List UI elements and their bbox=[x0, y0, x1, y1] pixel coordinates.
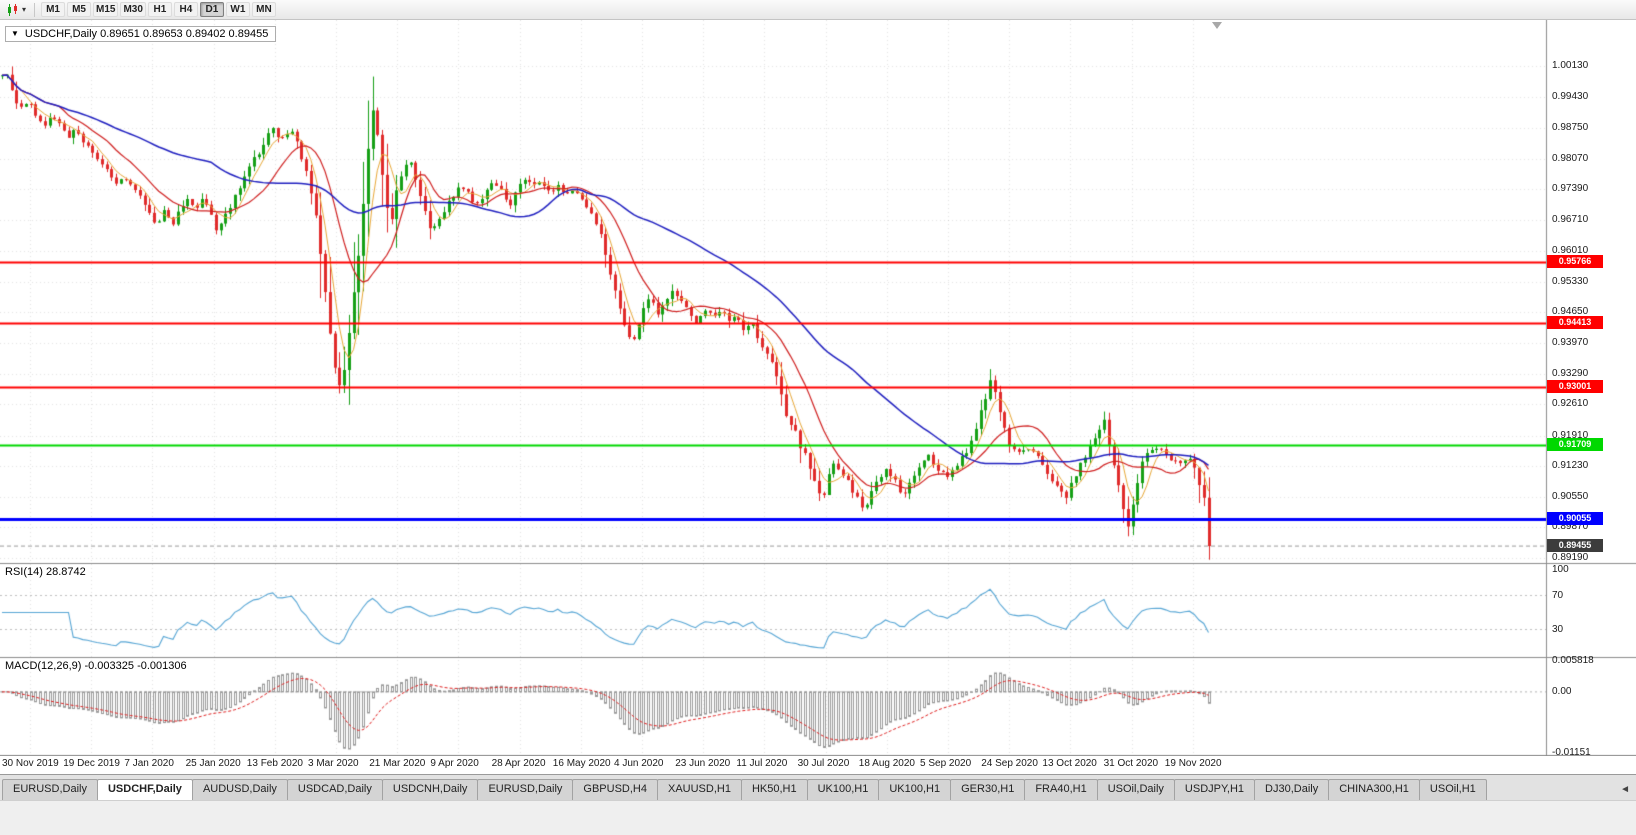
x-axis-dates: 30 Nov 2019 19 Dec 2019 7 Jan 2020 25 Jan 2… bbox=[0, 756, 1636, 774]
candlestick-chart-icon bbox=[8, 3, 17, 16]
timeframe-button-w1[interactable]: W1 bbox=[225, 2, 250, 17]
chart-tab-audusd-daily[interactable]: AUDUSD,Daily bbox=[191, 779, 288, 800]
x-axis-label: 13 Oct 2020 bbox=[1042, 758, 1097, 769]
x-axis-label: 11 Jul 2020 bbox=[736, 758, 788, 769]
timeframe-button-m30[interactable]: M30 bbox=[120, 2, 146, 17]
x-axis-label: 19 Nov 2020 bbox=[1164, 758, 1222, 769]
chart-tab-eurusd-daily[interactable]: EURUSD,Daily bbox=[477, 779, 574, 800]
x-axis-label: 30 Nov 2019 bbox=[2, 758, 59, 769]
x-axis-label: 4 Jun 2020 bbox=[614, 758, 664, 769]
x-axis-label: 13 Feb 2020 bbox=[246, 758, 303, 769]
toolbar-separator bbox=[34, 2, 36, 17]
x-axis-label: 19 Dec 2019 bbox=[63, 758, 120, 769]
collapse-ohlc-icon[interactable]: ▼ bbox=[11, 29, 19, 38]
x-axis-label: 21 Mar 2020 bbox=[369, 758, 426, 769]
x-axis-label: 28 Apr 2020 bbox=[491, 758, 546, 769]
chart-tab-uk100-h1[interactable]: UK100,H1 bbox=[806, 779, 880, 800]
status-bar bbox=[0, 800, 1636, 835]
chart-tab-hk50-h1[interactable]: HK50,H1 bbox=[740, 779, 808, 800]
chart-tab-usdchf-daily[interactable]: USDCHF,Daily bbox=[96, 779, 193, 800]
x-axis-label: 3 Mar 2020 bbox=[308, 758, 359, 769]
x-axis-label: 7 Jan 2020 bbox=[124, 758, 174, 769]
x-axis-label: 9 Apr 2020 bbox=[430, 758, 479, 769]
timeframe-button-d1[interactable]: D1 bbox=[199, 2, 224, 17]
chart-tab-usoil-h1[interactable]: USOil,H1 bbox=[1418, 779, 1487, 800]
chart-tab-china300-h1[interactable]: CHINA300,H1 bbox=[1328, 779, 1420, 800]
chart-tab-usdcnh-daily[interactable]: USDCNH,Daily bbox=[381, 779, 479, 800]
timeframe-button-m5[interactable]: M5 bbox=[67, 2, 92, 17]
chart-title-text: USDCHF,Daily 0.89651 0.89653 0.89402 0.8… bbox=[24, 28, 269, 40]
chart-tab-dj30-daily[interactable]: DJ30,Daily bbox=[1254, 779, 1330, 800]
x-axis-label: 16 May 2020 bbox=[552, 758, 611, 769]
chart-tab-gbpusd-h4[interactable]: GBPUSD,H4 bbox=[572, 779, 658, 800]
timeframe-button-h4[interactable]: H4 bbox=[173, 2, 198, 17]
price-chart-canvas[interactable] bbox=[0, 20, 1636, 756]
x-axis-label: 24 Sep 2020 bbox=[981, 758, 1038, 769]
timeframe-button-h1[interactable]: H1 bbox=[147, 2, 172, 17]
chart-tab-fra40-h1[interactable]: FRA40,H1 bbox=[1024, 779, 1098, 800]
chart-tabs: EURUSD,Daily USDCHF,Daily AUDUSD,Daily USDC… bbox=[2, 779, 1487, 800]
tab-scroll-left-button[interactable]: ◄ bbox=[1617, 784, 1633, 795]
timeframe-button-m15[interactable]: M15 bbox=[93, 2, 119, 17]
x-axis-label: 31 Oct 2020 bbox=[1103, 758, 1159, 769]
chart-tab-usdjpy-h1[interactable]: USDJPY,H1 bbox=[1173, 779, 1256, 800]
chart-tab-xauusd-h1[interactable]: XAUUSD,H1 bbox=[656, 779, 742, 800]
chart-type-button[interactable]: ▾ bbox=[3, 2, 29, 18]
x-axis-label: 30 Jul 2020 bbox=[797, 758, 850, 769]
x-axis-label: 25 Jan 2020 bbox=[185, 758, 241, 769]
x-axis-label: 23 Jun 2020 bbox=[675, 758, 731, 769]
timeframe-button-m1[interactable]: M1 bbox=[41, 2, 66, 17]
chart-tab-usoil-daily[interactable]: USOil,Daily bbox=[1096, 779, 1175, 800]
timeframe-button-group: M1 M5 M15 M30 H1 H4 D1 W1 MN bbox=[40, 2, 277, 17]
chart-tab-uk100-h1[interactable]: UK100,H1 bbox=[878, 779, 952, 800]
chevron-down-icon[interactable]: ▾ bbox=[22, 4, 27, 14]
chart-ohlc-infobox[interactable]: ▼ USDCHF,Daily 0.89651 0.89653 0.89402 0… bbox=[5, 26, 277, 42]
chart-tab-bar: EURUSD,Daily USDCHF,Daily AUDUSD,Daily USDC… bbox=[0, 774, 1636, 800]
x-axis-label: 5 Sep 2020 bbox=[920, 758, 972, 769]
timeframes-toolbar: ▾ M1 M5 M15 M30 H1 H4 D1 W1 MN bbox=[0, 0, 1636, 20]
chart-tab-ger30-h1[interactable]: GER30,H1 bbox=[950, 779, 1026, 800]
timeframe-button-mn[interactable]: MN bbox=[251, 2, 276, 17]
chart-tab-usdcad-daily[interactable]: USDCAD,Daily bbox=[286, 779, 383, 800]
chart-tab-eurusd-daily[interactable]: EURUSD,Daily bbox=[2, 779, 98, 800]
x-axis-label: 18 Aug 2020 bbox=[858, 758, 915, 769]
